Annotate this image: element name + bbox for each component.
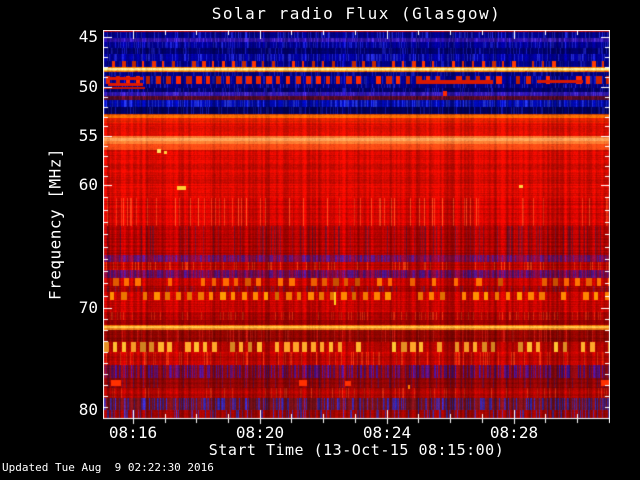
y-tick-label-70: 70 [78, 298, 98, 317]
page-title: Solar radio Flux (Glasgow) [211, 4, 502, 23]
y-axis-title: Frequency [MHz] [45, 148, 65, 300]
y-tick-label-55: 55 [78, 126, 98, 145]
y-tick-label-80: 80 [78, 400, 98, 419]
y-tick-label-45: 45 [78, 27, 98, 46]
x-tick-label-08-20: 08:20 [235, 423, 285, 442]
x-tick-label-08-16: 08:16 [108, 423, 158, 442]
y-tick-label-50: 50 [78, 77, 98, 96]
x-tick-label-08-24: 08:24 [362, 423, 412, 442]
spectrogram-plot-image [103, 30, 610, 425]
x-tick-label-08-28: 08:28 [489, 423, 539, 442]
updated-timestamp: Updated Tue Aug 9 02:22:30 2016 [2, 461, 214, 474]
y-tick-label-60: 60 [78, 175, 98, 194]
x-axis-title: Start Time (13-Oct-15 08:15:00) [208, 441, 505, 459]
